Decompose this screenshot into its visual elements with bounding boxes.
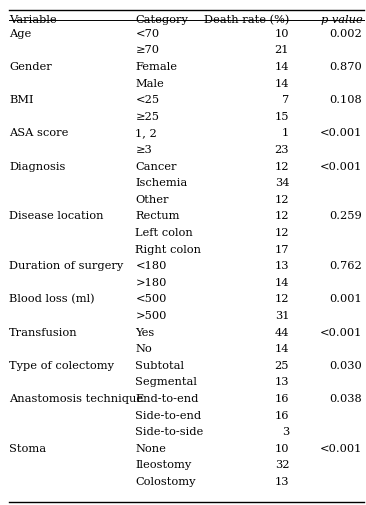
Text: Type of colectomy: Type of colectomy <box>9 360 114 370</box>
Text: Right colon: Right colon <box>135 244 201 254</box>
Text: 10: 10 <box>274 443 289 453</box>
Text: Colostomy: Colostomy <box>135 476 196 486</box>
Text: BMI: BMI <box>9 95 34 105</box>
Text: 3: 3 <box>282 426 289 436</box>
Text: 12: 12 <box>274 228 289 237</box>
Text: Cancer: Cancer <box>135 161 177 171</box>
Text: Subtotal: Subtotal <box>135 360 184 370</box>
Text: 13: 13 <box>274 476 289 486</box>
Text: 12: 12 <box>274 194 289 205</box>
Text: 12: 12 <box>274 211 289 221</box>
Text: 0.870: 0.870 <box>330 62 362 72</box>
Text: 13: 13 <box>274 261 289 271</box>
Text: Segmental: Segmental <box>135 377 197 387</box>
Text: <500: <500 <box>135 294 167 304</box>
Text: 32: 32 <box>274 460 289 470</box>
Text: 13: 13 <box>274 377 289 387</box>
Text: Diagnosis: Diagnosis <box>9 161 66 171</box>
Text: Category: Category <box>135 15 188 25</box>
Text: 1, 2: 1, 2 <box>135 128 157 138</box>
Text: Transfusion: Transfusion <box>9 327 78 337</box>
Text: 1: 1 <box>282 128 289 138</box>
Text: ≥25: ≥25 <box>135 112 160 122</box>
Text: 0.762: 0.762 <box>330 261 362 271</box>
Text: 7: 7 <box>282 95 289 105</box>
Text: 44: 44 <box>274 327 289 337</box>
Text: 25: 25 <box>274 360 289 370</box>
Text: <0.001: <0.001 <box>320 443 362 453</box>
Text: <70: <70 <box>135 29 160 39</box>
Text: None: None <box>135 443 166 453</box>
Text: 0.002: 0.002 <box>330 29 362 39</box>
Text: <0.001: <0.001 <box>320 128 362 138</box>
Text: 14: 14 <box>274 343 289 354</box>
Text: ≥3: ≥3 <box>135 145 152 155</box>
Text: 10: 10 <box>274 29 289 39</box>
Text: 21: 21 <box>274 45 289 56</box>
Text: 14: 14 <box>274 78 289 88</box>
Text: Rectum: Rectum <box>135 211 180 221</box>
Text: Female: Female <box>135 62 178 72</box>
Text: 0.259: 0.259 <box>330 211 362 221</box>
Text: 0.108: 0.108 <box>330 95 362 105</box>
Text: 16: 16 <box>274 410 289 420</box>
Text: 0.038: 0.038 <box>330 393 362 403</box>
Text: Anastomosis technique: Anastomosis technique <box>9 393 143 403</box>
Text: 34: 34 <box>274 178 289 188</box>
Text: >180: >180 <box>135 277 167 287</box>
Text: p value: p value <box>321 15 362 25</box>
Text: No: No <box>135 343 152 354</box>
Text: 17: 17 <box>274 244 289 254</box>
Text: 0.001: 0.001 <box>330 294 362 304</box>
Text: 16: 16 <box>274 393 289 403</box>
Text: 15: 15 <box>274 112 289 122</box>
Text: Stoma: Stoma <box>9 443 46 453</box>
Text: Ileostomy: Ileostomy <box>135 460 192 470</box>
Text: Side-to-side: Side-to-side <box>135 426 203 436</box>
Text: Other: Other <box>135 194 169 205</box>
Text: <0.001: <0.001 <box>320 327 362 337</box>
Text: Duration of surgery: Duration of surgery <box>9 261 123 271</box>
Text: Ischemia: Ischemia <box>135 178 188 188</box>
Text: 14: 14 <box>274 277 289 287</box>
Text: 12: 12 <box>274 294 289 304</box>
Text: 31: 31 <box>274 311 289 320</box>
Text: Blood loss (ml): Blood loss (ml) <box>9 294 95 304</box>
Text: >500: >500 <box>135 311 167 320</box>
Text: 23: 23 <box>274 145 289 155</box>
Text: Gender: Gender <box>9 62 52 72</box>
Text: Variable: Variable <box>9 15 57 25</box>
Text: Yes: Yes <box>135 327 155 337</box>
Text: ASA score: ASA score <box>9 128 68 138</box>
Text: Age: Age <box>9 29 31 39</box>
Text: 14: 14 <box>274 62 289 72</box>
Text: 12: 12 <box>274 161 289 171</box>
Text: ≥70: ≥70 <box>135 45 160 56</box>
Text: Death rate (%): Death rate (%) <box>204 15 289 25</box>
Text: Side-to-end: Side-to-end <box>135 410 202 420</box>
Text: 0.030: 0.030 <box>330 360 362 370</box>
Text: Left colon: Left colon <box>135 228 193 237</box>
Text: Male: Male <box>135 78 164 88</box>
Text: <25: <25 <box>135 95 160 105</box>
Text: <180: <180 <box>135 261 167 271</box>
Text: <0.001: <0.001 <box>320 161 362 171</box>
Text: End-to-end: End-to-end <box>135 393 199 403</box>
Text: Disease location: Disease location <box>9 211 104 221</box>
